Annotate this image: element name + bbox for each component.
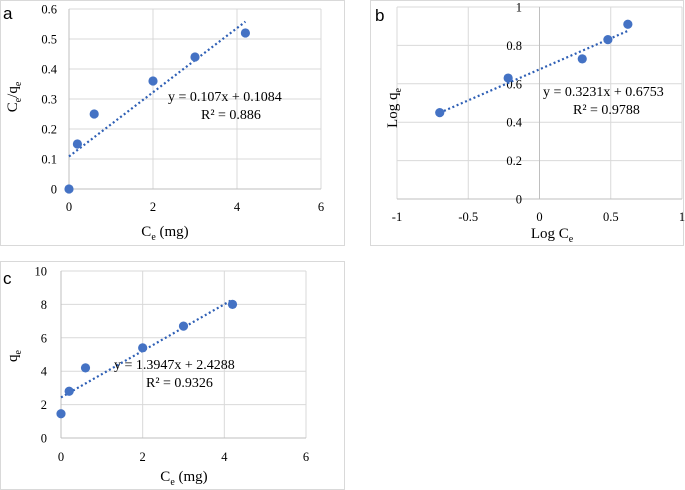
chart-c: c 0 2 4 6 8 10 0 2 4 6 y = 1.3947x + 2.4288 R² =… [0, 261, 345, 490]
chart-b-data-point [623, 19, 633, 29]
chart-a-x-axis-title: Ce (mg) [141, 224, 188, 243]
chart-b-y-axis-title: Log qe [385, 88, 404, 128]
chart-c-x-tick-label: 2 [140, 450, 146, 464]
chart-c-data-point [138, 343, 148, 353]
chart-a-y-tick-label: 0.4 [41, 63, 57, 77]
chart-b-x-tick-labels: -1 -0.5 0 0.5 1 [392, 210, 685, 224]
chart-b-y-tick-labels: 00.20.40.60.81 [506, 1, 522, 207]
chart-a-gridlines [68, 8, 322, 190]
chart-c-y-tick-labels: 0 2 4 6 8 10 [35, 265, 48, 446]
chart-c-x-tick-label: 0 [58, 450, 64, 464]
chart-b-trendline [439, 29, 629, 114]
chart-a-y-tick-label: 0.2 [41, 123, 57, 137]
chart-b-data-point [603, 35, 613, 45]
chart-c-data-point [80, 363, 91, 373]
chart-c-x-tick-label: 6 [303, 450, 309, 464]
chart-c-y-tick-label: 2 [41, 398, 47, 412]
chart-b-x-tick-label: 1 [679, 210, 685, 224]
chart-a-data-point [89, 109, 99, 119]
chart-a-data-point [64, 184, 74, 194]
chart-a-x-tick-labels: 0 2 4 6 [66, 200, 324, 214]
chart-a-data-point [148, 76, 158, 86]
chart-a: a 0 0.1 0.2 0.3 0.4 0.5 0.6 0 2 4 6 y = 0.107x + … [0, 0, 345, 246]
chart-c-data-point [178, 321, 189, 331]
chart-c-x-tick-labels: 0 2 4 6 [58, 450, 309, 464]
chart-b-x-tick-label: 0.5 [603, 210, 619, 224]
chart-c-panel-label: c [3, 269, 12, 288]
chart-a-y-tick-label: 0.5 [41, 33, 57, 47]
chart-c-x-tick-label: 4 [221, 450, 228, 464]
chart-b-y-tick-label: 0 [516, 193, 522, 207]
chart-c-y-tick-label: 4 [41, 365, 48, 379]
chart-c-y-tick-label: 10 [35, 265, 48, 279]
chart-c-data-point [64, 386, 74, 396]
chart-a-r-squared: R² = 0.886 [201, 108, 261, 123]
chart-b-data-point [503, 73, 513, 83]
chart-a-data-point [72, 139, 82, 149]
chart-a-x-tick-label: 6 [318, 200, 324, 214]
chart-c-gridlines [60, 270, 307, 439]
chart-a-y-tick-label: 0 [51, 183, 57, 197]
chart-b-y-tick-label: 0.2 [506, 154, 522, 168]
chart-a-data-points [64, 28, 250, 194]
chart-c-y-tick-label: 8 [41, 298, 47, 312]
chart-b-r-squared: R² = 0.9788 [573, 103, 640, 118]
chart-b-equation: y = 0.3231x + 0.6753 [543, 85, 664, 100]
chart-b-panel-label: b [375, 6, 384, 25]
chart-c-equation: y = 1.3947x + 2.4288 [114, 358, 235, 373]
chart-a-y-axis-title: Ce/qe [5, 81, 24, 112]
chart-c-data-point [56, 409, 66, 419]
chart-a-y-tick-label: 0.1 [41, 153, 57, 167]
chart-c-data-point [227, 299, 238, 309]
chart-b-x-tick-label: 0 [536, 210, 542, 224]
chart-a-y-tick-label: 0.6 [41, 3, 57, 17]
chart-c-r-squared: R² = 0.9326 [146, 376, 213, 391]
chart-b-x-tick-label: -0.5 [458, 210, 478, 224]
chart-a-x-tick-label: 4 [234, 200, 241, 214]
chart-b-y-tick-label: 1 [516, 1, 522, 15]
chart-a-panel-label: a [3, 4, 13, 23]
chart-c-data-points [56, 299, 238, 419]
chart-c-y-tick-label: 6 [41, 331, 47, 345]
chart-b-y-tick-label: 0.8 [506, 39, 522, 53]
chart-b-x-tick-label: -1 [392, 210, 402, 224]
chart-b: b 00.20.40.60.81 -1 -0.5 0 0.5 1 y = 0.3231x… [370, 0, 685, 246]
chart-b-data-point [435, 108, 445, 118]
chart-a-x-tick-label: 2 [150, 200, 156, 214]
chart-b-x-axis-title: Log Ce [531, 226, 574, 245]
chart-a-trendline [68, 20, 247, 158]
chart-a-border [0, 0, 345, 246]
chart-b-data-point [577, 54, 587, 64]
chart-a-data-point [190, 52, 200, 62]
chart-c-y-tick-label: 0 [41, 432, 47, 446]
chart-a-x-tick-label: 0 [66, 200, 72, 214]
chart-a-equation: y = 0.107x + 0.1084 [168, 90, 282, 105]
chart-b-border [370, 0, 684, 246]
chart-a-y-tick-labels: 0 0.1 0.2 0.3 0.4 0.5 0.6 [41, 3, 57, 197]
chart-c-x-axis-title: Ce (mg) [160, 469, 207, 488]
chart-a-y-tick-label: 0.3 [41, 93, 57, 107]
chart-c-y-axis-title: qe [5, 349, 24, 362]
chart-b-y-tick-label: 0.4 [506, 116, 522, 130]
chart-a-data-point [240, 28, 250, 38]
chart-c-trendline [60, 298, 234, 399]
chart-b-data-points [435, 19, 633, 118]
